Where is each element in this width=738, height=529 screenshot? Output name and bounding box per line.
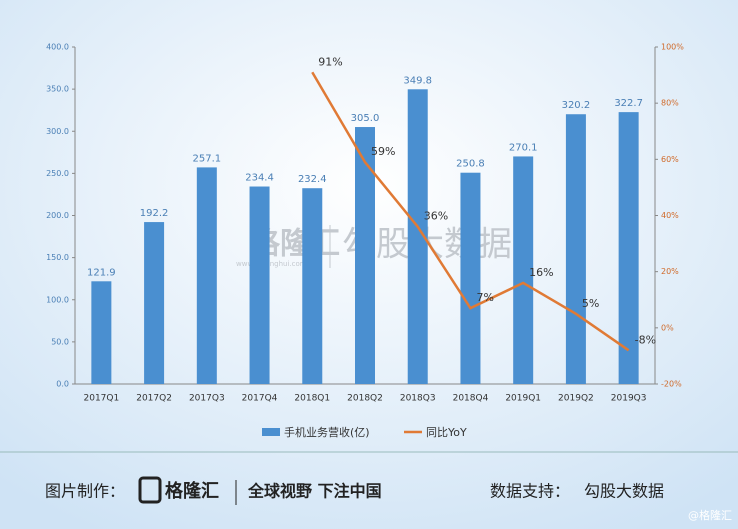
x-tick-label: 2017Q4 [242, 394, 278, 404]
footer-logo: 格隆汇 [165, 480, 219, 502]
y-tick-label: 300.0 [46, 127, 69, 136]
bar-label: 121.9 [87, 267, 116, 278]
watermark-site: www.gelonghui.com [236, 260, 307, 268]
y-tick-label: 400.0 [46, 43, 69, 52]
x-tick-label: 2017Q3 [189, 394, 225, 404]
bar-label: 192.2 [140, 208, 169, 219]
x-tick-label: 2019Q1 [505, 394, 541, 404]
x-tick-label: 2019Q2 [558, 394, 594, 404]
bar-label: 349.8 [403, 75, 432, 86]
bar-label: 250.8 [456, 159, 485, 170]
bar-label: 320.2 [562, 100, 591, 111]
y-tick-label: 350.0 [46, 85, 69, 94]
y-tick-label: 0.0 [56, 380, 69, 389]
x-tick-label: 2018Q2 [347, 394, 383, 404]
bar-label: 234.4 [245, 173, 274, 184]
bar [565, 114, 586, 384]
y-tick-label: 100.0 [46, 295, 69, 304]
y2-tick-label: 0% [661, 323, 674, 332]
bar-label: 305.0 [351, 113, 380, 124]
x-tick-label: 2019Q3 [611, 394, 647, 404]
bar [196, 167, 217, 384]
bar [91, 281, 112, 384]
line-label: 36% [424, 210, 448, 223]
footer-made-by: 图片制作： [45, 482, 125, 501]
line-label: 5% [582, 297, 599, 310]
line-label: 7% [476, 291, 493, 304]
bar-label: 322.7 [614, 98, 643, 109]
y-tick-label: 150.0 [46, 253, 69, 262]
x-tick-label: 2018Q1 [294, 394, 330, 404]
bar-label: 232.4 [298, 174, 327, 185]
footer-logo-icon [138, 476, 162, 504]
y2-tick-label: 60% [661, 155, 679, 164]
footer-handle: @格隆汇 [688, 508, 732, 522]
legend-label: 同比YoY [426, 426, 467, 439]
y-tick-label: 250.0 [46, 169, 69, 178]
bar-label: 270.1 [509, 142, 538, 153]
legend-label: 手机业务营收(亿) [284, 425, 370, 439]
bar [513, 156, 534, 384]
line [311, 71, 630, 352]
x-tick-label: 2018Q4 [453, 394, 489, 404]
footer-source: 勾股大数据 [584, 482, 664, 501]
x-tick-label: 2018Q3 [400, 394, 436, 404]
bar [249, 186, 270, 384]
line-label: 59% [371, 145, 395, 158]
bar [407, 89, 428, 384]
line-label: 16% [529, 266, 553, 279]
bar [618, 112, 639, 385]
y2-tick-label: 20% [661, 267, 679, 276]
y2-tick-label: 40% [661, 211, 679, 220]
y2-tick-label: 80% [661, 99, 679, 108]
y2-tick-label: 100% [661, 43, 684, 52]
x-tick-label: 2017Q2 [136, 394, 172, 404]
line-label: -8% [635, 333, 656, 346]
bar [302, 188, 323, 384]
y-tick-label: 50.0 [51, 337, 69, 346]
bar [144, 222, 165, 384]
y-tick-label: 200.0 [46, 211, 69, 220]
legend-swatch [262, 428, 280, 436]
footer-data-by: 数据支持： [490, 482, 570, 501]
bar-label: 257.1 [192, 153, 221, 164]
line-label: 91% [318, 55, 342, 68]
bar [355, 127, 375, 384]
footer-slogan: 全球视野 下注中国 [247, 482, 382, 501]
bar [460, 172, 481, 384]
x-tick-label: 2017Q1 [84, 394, 120, 404]
y2-tick-label: -20% [661, 380, 682, 389]
